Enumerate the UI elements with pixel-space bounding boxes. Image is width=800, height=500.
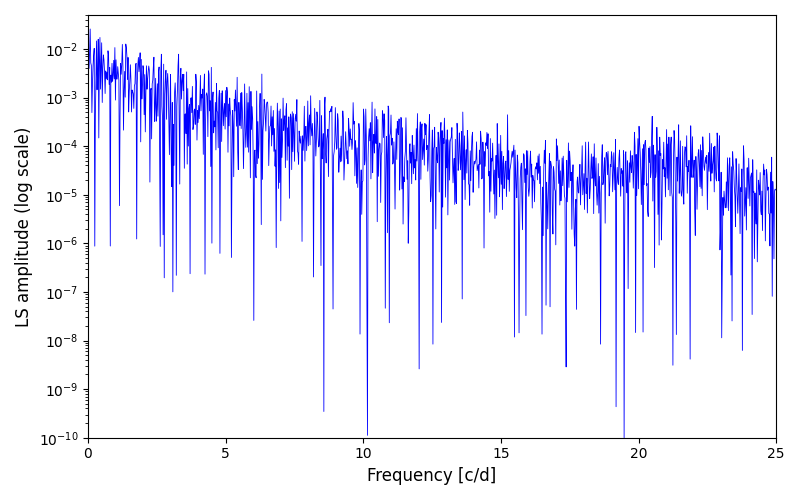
Y-axis label: LS amplitude (log scale): LS amplitude (log scale) (15, 126, 33, 326)
X-axis label: Frequency [c/d]: Frequency [c/d] (367, 467, 497, 485)
